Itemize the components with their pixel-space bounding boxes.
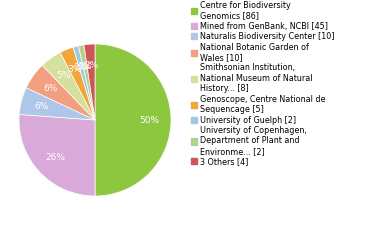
- Text: 6%: 6%: [35, 102, 49, 111]
- Wedge shape: [84, 44, 95, 120]
- Wedge shape: [42, 52, 95, 120]
- Wedge shape: [95, 44, 171, 196]
- Wedge shape: [73, 46, 95, 120]
- Wedge shape: [19, 88, 95, 120]
- Text: 5%: 5%: [56, 71, 70, 80]
- Text: 26%: 26%: [45, 153, 65, 162]
- Text: 2%: 2%: [84, 61, 98, 70]
- Text: 1%: 1%: [74, 63, 88, 72]
- Text: 50%: 50%: [140, 115, 160, 125]
- Legend: Centre for Biodiversity
Genomics [86], Mined from GenBank, NCBI [45], Naturalis : Centre for Biodiversity Genomics [86], M…: [190, 0, 336, 167]
- Wedge shape: [60, 47, 95, 120]
- Text: 6%: 6%: [43, 84, 58, 93]
- Wedge shape: [79, 45, 95, 120]
- Wedge shape: [19, 114, 95, 196]
- Text: 1%: 1%: [78, 62, 92, 71]
- Text: 3%: 3%: [67, 65, 82, 74]
- Wedge shape: [26, 65, 95, 120]
